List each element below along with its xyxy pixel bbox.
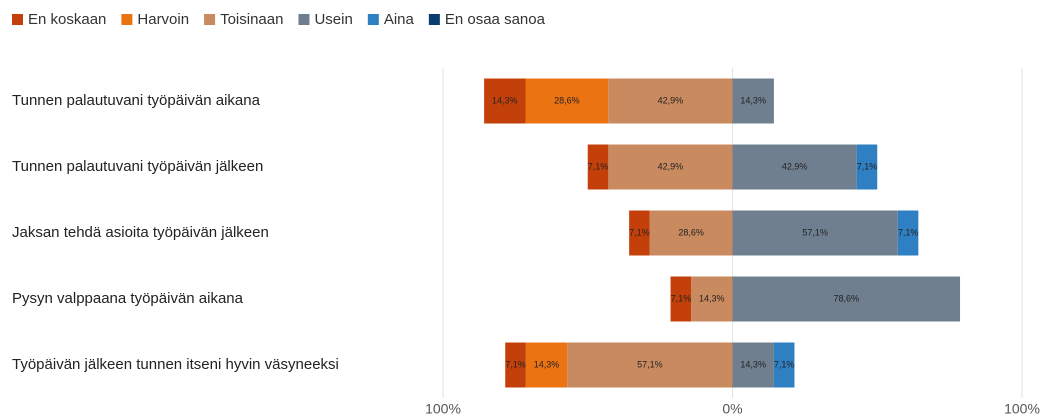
data-label: 14,3% <box>740 95 766 105</box>
bar-segment <box>649 210 733 256</box>
bar-segment <box>691 276 733 322</box>
bar-segment <box>525 78 609 124</box>
bar-segment <box>897 210 919 256</box>
legend-label: Harvoin <box>137 11 189 28</box>
data-label: 28,6% <box>678 227 704 237</box>
category-label: Pysyn valppaana työpäivän aikana <box>12 290 244 307</box>
category-label: Tunnen palautuvani työpäivän aikana <box>12 92 261 109</box>
x-tick-label: 100% <box>1004 401 1040 417</box>
data-label: 57,1% <box>637 359 663 369</box>
legend-swatch <box>204 14 216 25</box>
bar-segment <box>773 342 795 388</box>
data-label: 7,1% <box>898 227 919 237</box>
bar-segment <box>505 342 526 388</box>
data-label: 14,3% <box>534 359 560 369</box>
bar-segment <box>587 144 609 190</box>
data-label: 14,3% <box>699 293 725 303</box>
legend-swatch <box>121 14 133 25</box>
bar-segment <box>629 210 650 256</box>
data-label: 7,1% <box>588 161 609 171</box>
bar-segment <box>732 276 961 322</box>
bar-segment <box>525 342 568 388</box>
bar-segment <box>484 78 526 124</box>
data-label: 28,6% <box>554 95 580 105</box>
legend-swatch <box>298 14 310 25</box>
category-label: Tunnen palautuvani työpäivän jälkeen <box>12 158 263 175</box>
legend-label: Aina <box>384 11 415 28</box>
bar-segment <box>670 276 692 322</box>
data-label: 42,9% <box>782 161 808 171</box>
bar-segment <box>732 342 774 388</box>
bar-segment <box>732 78 774 124</box>
data-label: 7,1% <box>629 227 650 237</box>
data-label: 7,1% <box>505 359 526 369</box>
legend-swatch <box>12 14 23 25</box>
bar-segment <box>732 210 898 256</box>
x-tick-label: 100% <box>425 401 461 417</box>
category-label: Työpäivän jälkeen tunnen itseni hyvin vä… <box>12 356 339 373</box>
legend-swatch <box>428 14 440 25</box>
legend-label: En osaa sanoa <box>445 11 546 28</box>
bar-segment <box>608 78 733 124</box>
data-label: 7,1% <box>671 293 692 303</box>
data-label: 7,1% <box>857 161 878 171</box>
data-label: 14,3% <box>740 359 766 369</box>
legend-swatch <box>367 14 379 25</box>
legend-label: Usein <box>314 11 352 28</box>
data-label: 78,6% <box>834 293 860 303</box>
category-label: Jaksan tehdä asioita työpäivän jälkeen <box>12 224 269 241</box>
bar-segment <box>856 144 878 190</box>
data-label: 42,9% <box>658 95 684 105</box>
bar-segment <box>608 144 733 190</box>
bar-segment <box>732 144 857 190</box>
data-label: 7,1% <box>774 359 795 369</box>
legend-label: En koskaan <box>28 11 106 28</box>
data-label: 57,1% <box>802 227 828 237</box>
legend-label: Toisinaan <box>220 11 283 28</box>
data-label: 14,3% <box>492 95 518 105</box>
bar-segment <box>567 342 733 388</box>
data-label: 42,9% <box>658 161 684 171</box>
x-tick-label: 0% <box>722 401 742 417</box>
